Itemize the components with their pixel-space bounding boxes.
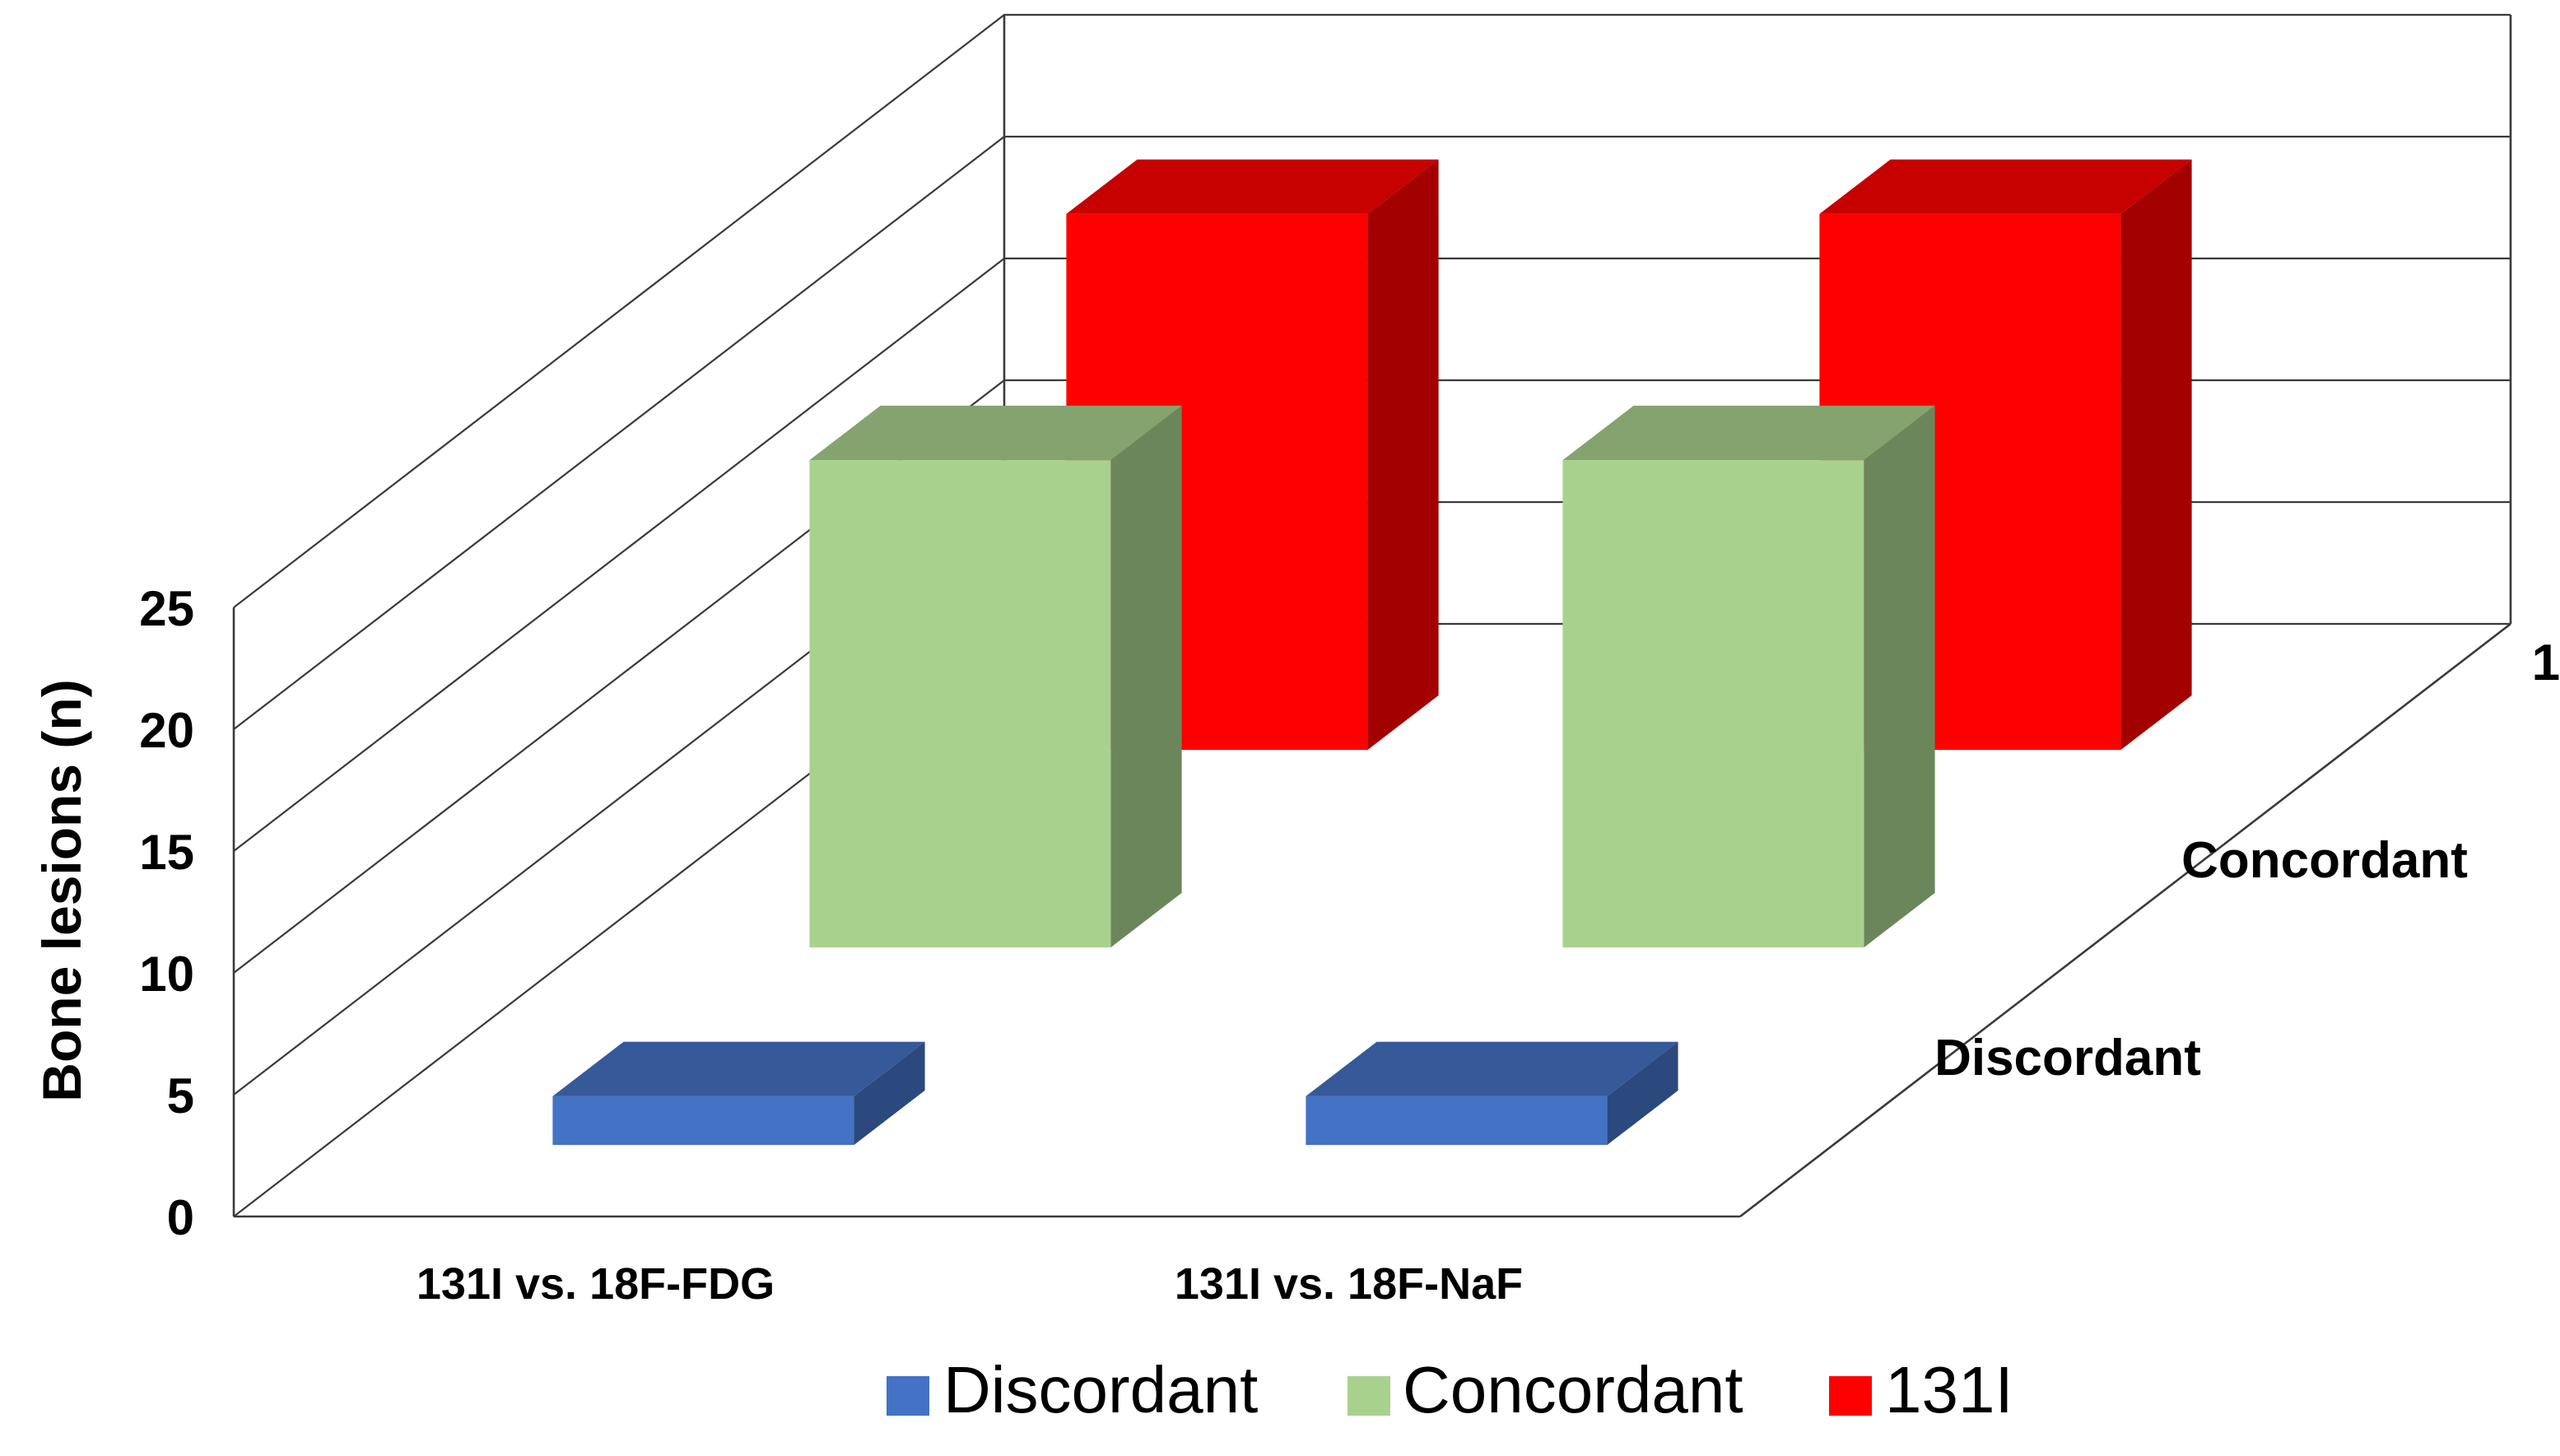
legend-swatch [1829, 1376, 1872, 1416]
legend-label: Concordant [1403, 1353, 1743, 1426]
legend-label: Discordant [943, 1353, 1258, 1426]
labels-layer: Bone lesions (n) 0 5 10 15 20 25 131I vs. 18F-… [31, 581, 2560, 1309]
y-tick-label: 0 [167, 1190, 194, 1245]
legend-label: 131I [1885, 1353, 2013, 1426]
bar-side [854, 1041, 925, 1146]
depth-label: Discordant [1934, 1030, 2201, 1086]
y-tick-label: 20 [139, 703, 194, 758]
legend-swatch [1347, 1376, 1390, 1416]
bar-top [1562, 405, 1935, 461]
depth-label: Concordant [2181, 832, 2468, 889]
bar-front [1306, 1095, 1608, 1146]
legend-item: Concordant [1347, 1353, 1743, 1426]
bar-side [1367, 159, 1439, 751]
bar-side [1864, 405, 1935, 948]
bar-top [552, 1041, 925, 1096]
bar-top [1306, 1041, 1678, 1096]
bars-layer [552, 159, 2192, 1146]
floor-right-edge [1739, 622, 2511, 1218]
bar [1306, 1041, 1678, 1146]
x-tick-label: 131I vs. 18F-NaF [1175, 1259, 1523, 1309]
depth-label: 131I [2532, 635, 2560, 691]
bar-top [1066, 159, 1439, 214]
legend-item: 131I [1829, 1353, 2013, 1426]
bar-side [1607, 1041, 1678, 1146]
bar [809, 405, 1182, 948]
bar-front [1562, 460, 1864, 948]
y-tick-label: 10 [139, 947, 194, 1002]
x-tick-label: 131I vs. 18F-FDG [417, 1259, 775, 1309]
y-tick-label: 25 [139, 581, 194, 636]
y-tick-label: 15 [139, 825, 194, 880]
y-axis-title: Bone lesions (n) [31, 679, 92, 1101]
legend-item: Discordant [887, 1353, 1258, 1426]
y-tick-label: 5 [167, 1068, 194, 1123]
bar-front [809, 460, 1111, 948]
legend-swatch [887, 1376, 929, 1416]
bar-top [1819, 159, 2192, 214]
grid-layer [232, 13, 2512, 1218]
bar [1562, 405, 1935, 948]
bar-side [1110, 405, 1182, 948]
legend: Discordant Concordant 131I [887, 1353, 2013, 1426]
bar [552, 1041, 925, 1146]
bar-top [809, 405, 1182, 461]
bar-front [552, 1095, 854, 1146]
bar-side [2120, 159, 2192, 751]
